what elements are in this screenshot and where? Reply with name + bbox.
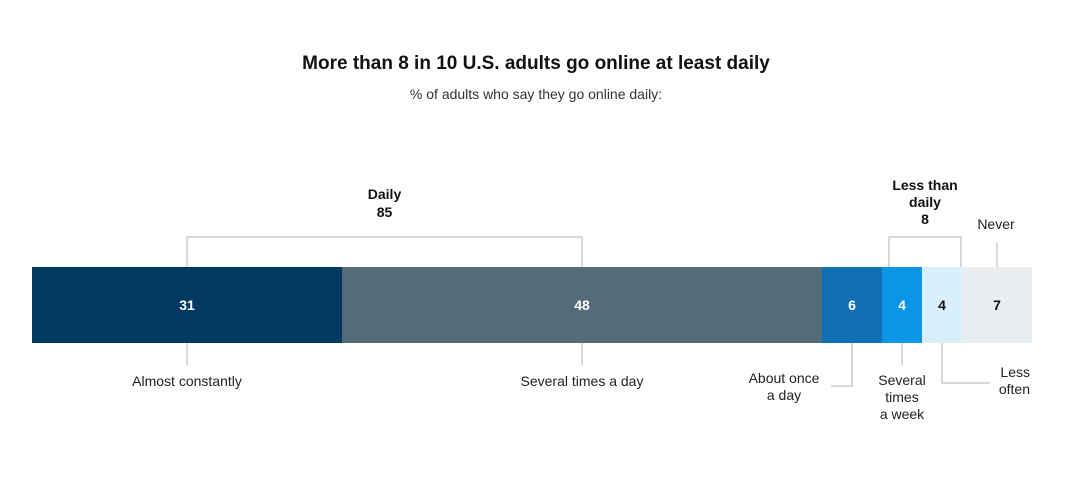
category-label: Several times a day: [521, 373, 644, 389]
bar-value-label: 7: [993, 297, 1001, 313]
bar-segment: [922, 267, 962, 343]
chart-subtitle: % of adults who say they go online daily…: [409, 86, 663, 102]
group-bracket: [186, 236, 583, 267]
chart-title: More than 8 in 10 U.S. adults go online …: [302, 53, 770, 74]
bar-value-label: 4: [938, 297, 946, 313]
leader-line: [831, 343, 853, 387]
bar-value-label: 4: [898, 297, 906, 313]
bar-segment: [882, 267, 922, 343]
leader-line: [941, 343, 990, 384]
bar-value-label: 6: [848, 297, 856, 313]
category-label: Never: [977, 216, 1015, 232]
bar-value-label: 48: [574, 297, 590, 313]
group-bracket: [888, 236, 962, 267]
bar-segment: [342, 267, 822, 343]
bar-segment: [962, 267, 1032, 343]
group-label: Daily 85: [368, 186, 402, 220]
bar-segment: [32, 267, 342, 343]
category-label: Less often: [999, 364, 1030, 397]
category-label: Almost constantly: [132, 373, 242, 389]
bar-segment: [822, 267, 882, 343]
group-label: Less than daily 8: [892, 177, 957, 227]
category-label: About once a day: [749, 370, 820, 403]
category-label: Several times a week: [878, 372, 925, 422]
bar-value-label: 31: [179, 297, 195, 313]
